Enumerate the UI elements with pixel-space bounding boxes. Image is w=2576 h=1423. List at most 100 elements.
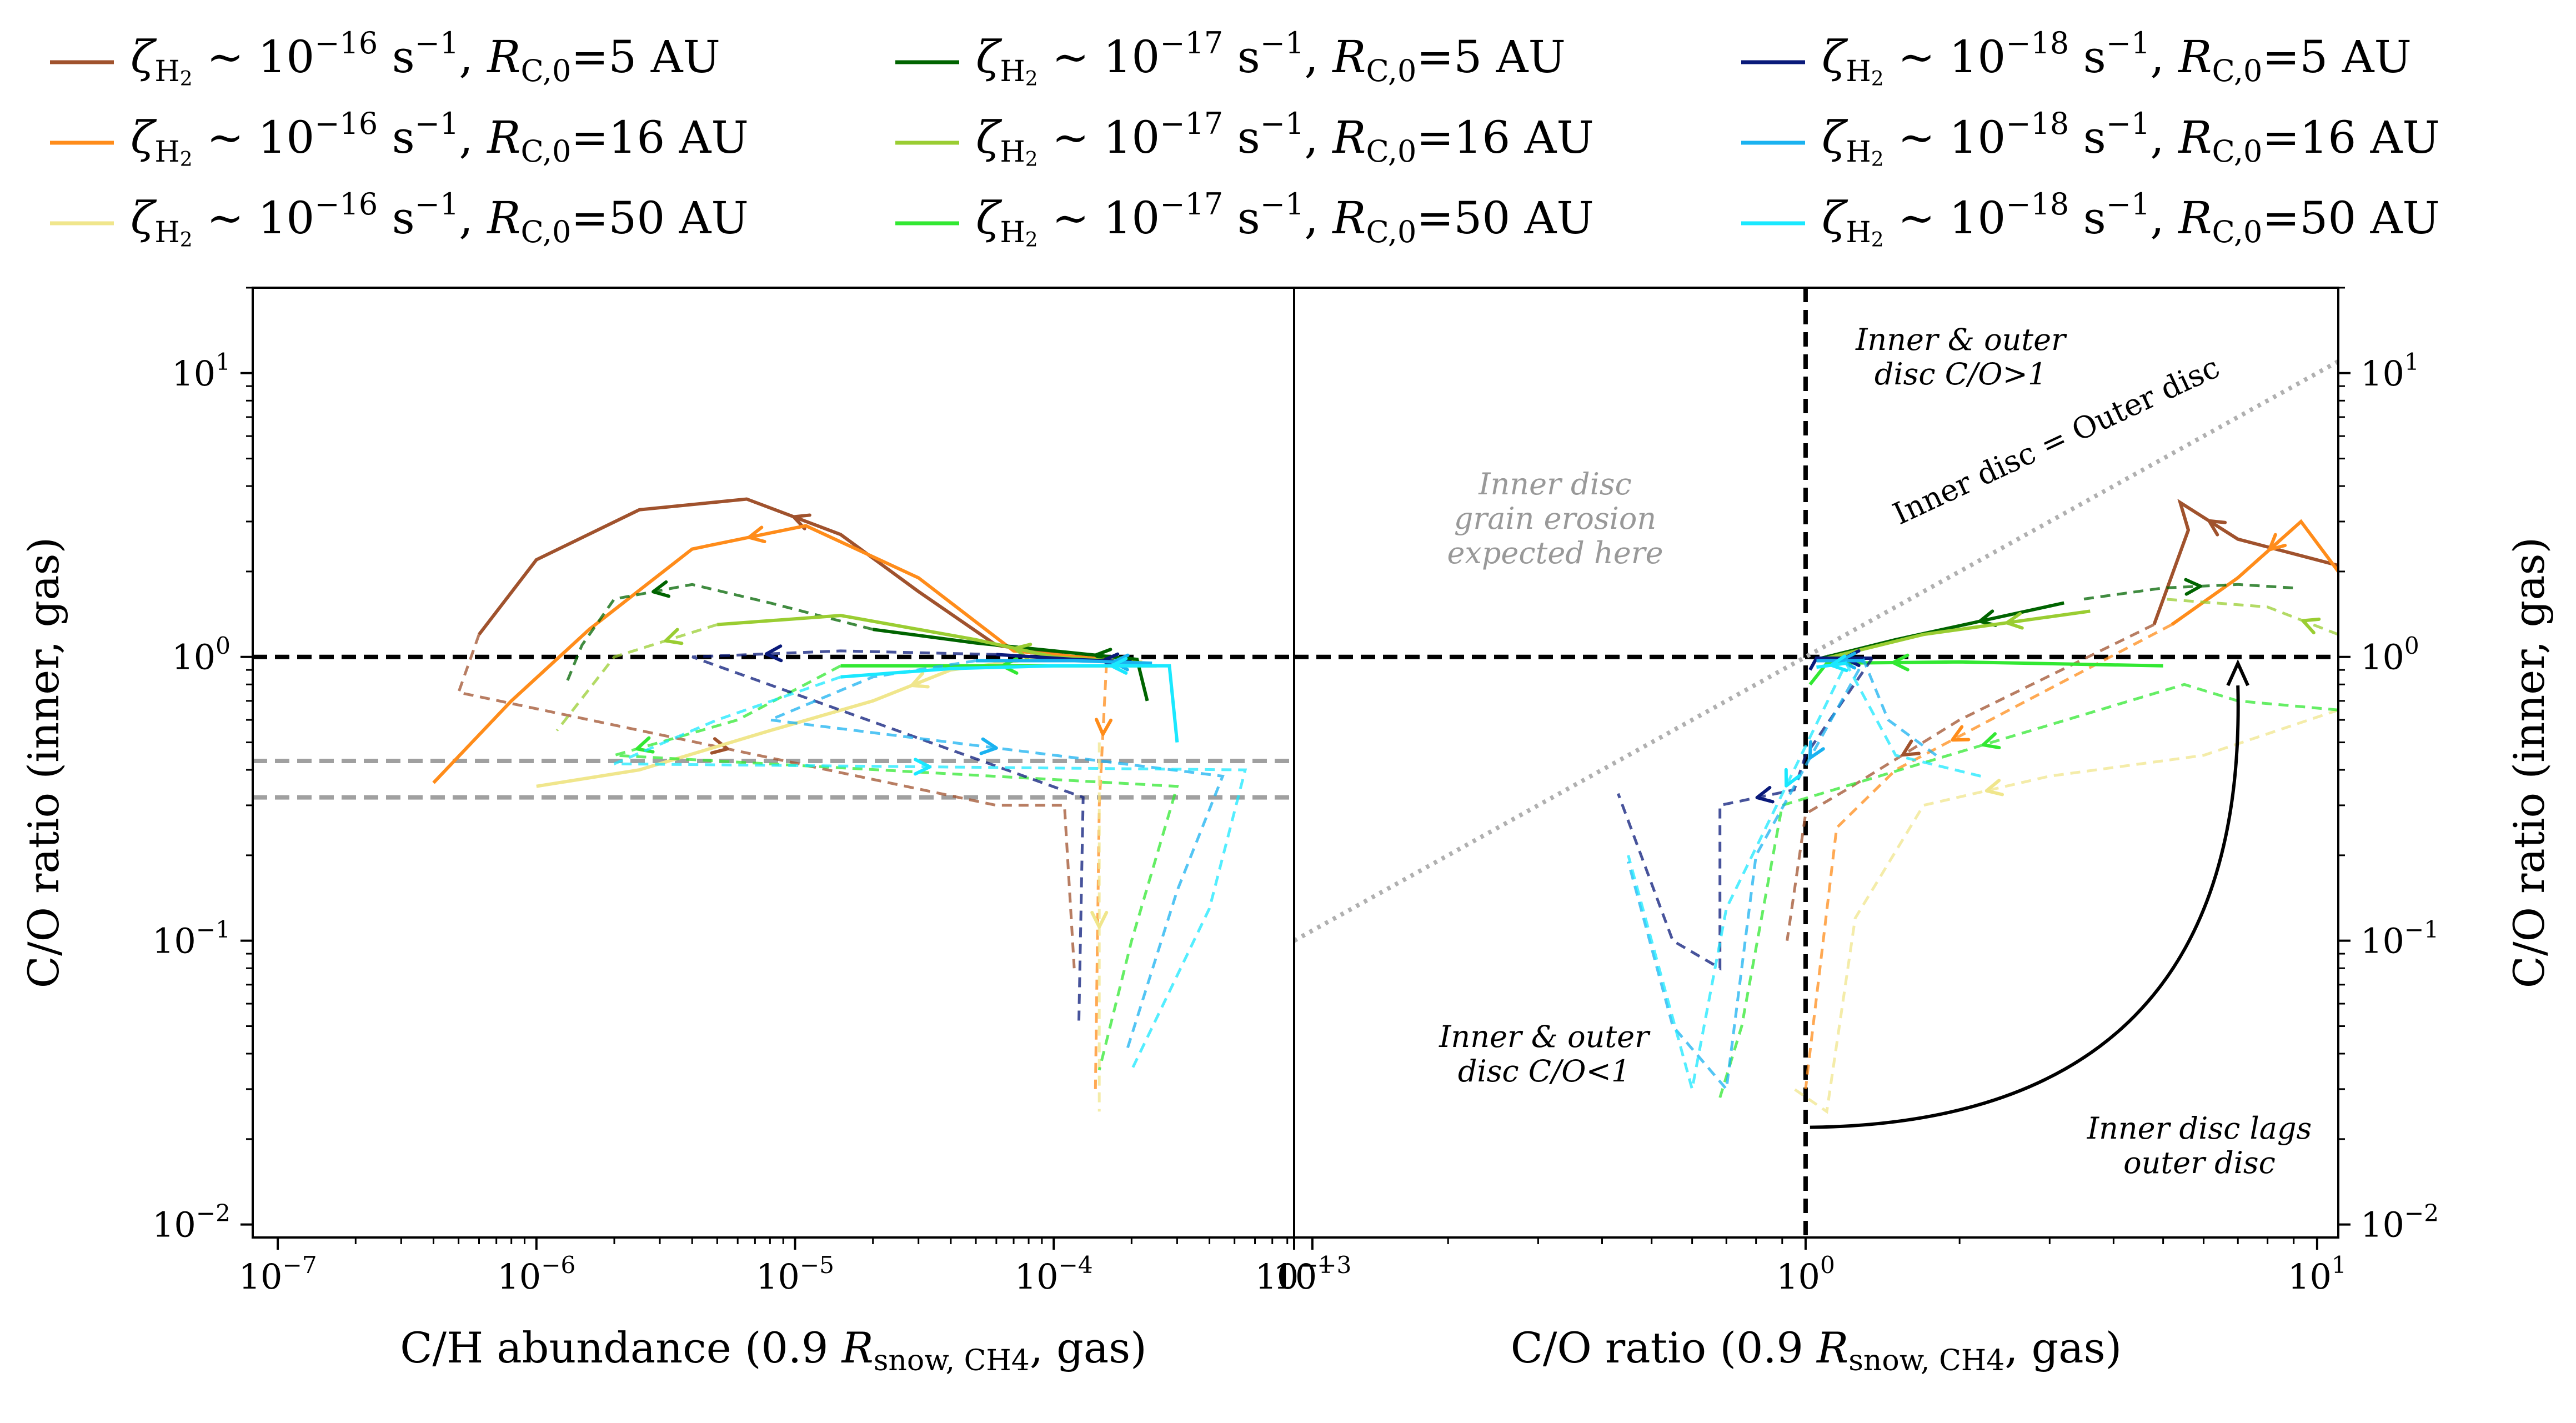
left-y-tick-label-3-exp: 1 (215, 348, 230, 375)
right-annotation-3-line-0: Inner disc lags (2087, 1111, 2312, 1146)
legend-zeta-sub2: 2 (1871, 148, 1884, 171)
right-y-tick-label-1-exp: −1 (2404, 916, 2439, 943)
legend-sep: , (1304, 31, 1332, 83)
legend-sep: , (459, 31, 487, 83)
right-ref-line-2 (1294, 359, 2338, 943)
left-series-z18_R50-solid (840, 664, 1179, 743)
legend-r-sub: C,0 (2212, 214, 2262, 249)
legend-unit: s (378, 31, 414, 83)
right-annotation-1-line-1: disc C/O<1 (1458, 1054, 1630, 1089)
legend-zeta-sub2: 2 (1871, 229, 1884, 252)
legend-zeta-sub: H (1000, 55, 1025, 88)
right-y-tick-label-2-exp: 0 (2404, 632, 2419, 659)
legend-rc: =16 AU (571, 112, 748, 163)
left-series-z16_R5-dashed (457, 634, 1076, 969)
right-x-tick-label-0: 10−1 (1255, 1251, 1333, 1297)
right-series-z16_R5-dashed (1786, 623, 2155, 941)
legend-rc: =5 AU (2262, 31, 2412, 83)
left-x-tick-label-0-base: 10 (239, 1256, 283, 1297)
right-series-z16_R50-dashed-arrow (1984, 779, 2004, 796)
left-x-tick-label-3-base: 10 (1015, 1256, 1059, 1297)
legend-zeta-value: ∼ 10 (1038, 31, 1160, 83)
legend-rc: =5 AU (1416, 31, 1566, 83)
legend-unit: s (378, 192, 414, 244)
legend-zeta-sub: H (1846, 136, 1871, 169)
legend-sep: , (1304, 192, 1332, 244)
legend-unit-exp: −1 (2106, 187, 2151, 222)
right-annotation-0-line-1: disc C/O>1 (1875, 357, 2047, 392)
right-y-tick-label-0-base: 10 (2361, 1205, 2404, 1245)
legend-r-sub: C,0 (2212, 134, 2262, 169)
legend-unit-exp: −1 (2106, 26, 2151, 61)
legend-zeta-sub: H (1846, 216, 1871, 249)
left-x-axis-label-pre: C/H abundance (0.9 (400, 1323, 841, 1372)
legend-zeta-sub2: 2 (1025, 68, 1038, 91)
legend-zeta-sub: H (1846, 55, 1871, 88)
left-series-z16_R5-solid-arrow (791, 513, 811, 530)
legend-sep: , (2150, 31, 2178, 83)
right-y-tick-label-2-base: 10 (2361, 637, 2404, 678)
left-series-z16_R16-dashed (1094, 663, 1108, 1089)
left-series-z18_R16-dashed (764, 659, 1225, 1054)
left-series-z17_R5-dashed (564, 583, 874, 685)
left-x-axis-label-post: , gas) (1030, 1323, 1147, 1372)
right-axes-frame (1293, 287, 2339, 1239)
right-x-axis-label-sub: snow, CH4 (1848, 1344, 2004, 1377)
legend-unit-exp: −1 (415, 187, 459, 222)
legend-sep: , (459, 192, 487, 244)
right-series-z17_R50-dashed-arrow (1981, 732, 2001, 750)
left-x-tick-label-1-base: 10 (497, 1256, 541, 1297)
legend-zeta-sub: H (1000, 216, 1025, 249)
right-series-z16_R16-solid (2171, 519, 2338, 626)
legend-zeta: ζ (131, 112, 157, 163)
right-series-z16_R16-dashed-arrow (1951, 725, 1971, 742)
legend-zeta-exp: −17 (1160, 106, 1223, 141)
legend-zeta-sub2: 2 (180, 229, 193, 252)
left-y-tick-label-1: 10−1 (152, 916, 230, 961)
legend-label-z16_R5: ζH2 ∼ 10−16 s−1, RC,0=5 AU (131, 26, 720, 91)
legend-zeta-value: ∼ 10 (193, 112, 315, 163)
legend-label-z17_R50: ζH2 ∼ 10−17 s−1, RC,0=50 AU (976, 187, 1594, 252)
right-series-z18_R5-solid (1808, 657, 1872, 671)
legend-label-z18_R50: ζH2 ∼ 10−18 s−1, RC,0=50 AU (1822, 187, 2440, 252)
legend-r-sub: C,0 (520, 134, 571, 169)
legend-zeta-value: ∼ 10 (1884, 192, 2006, 244)
right-series-z17_R16-dashed-arrow (2301, 617, 2321, 635)
legend-zeta-sub: H (154, 55, 179, 88)
left-y-tick-label-2-exp: 0 (215, 632, 230, 659)
legend-unit: s (2069, 31, 2106, 83)
right-series-z17_R50-solid-arrow (1891, 653, 1910, 672)
legend-unit: s (1223, 112, 1260, 163)
legend-r-sub: C,0 (520, 214, 571, 249)
legend-r: R (2177, 31, 2212, 83)
legend-zeta-value: ∼ 10 (193, 31, 315, 83)
legend-unit: s (378, 112, 414, 163)
left-series-z18_R50-solid-arrow (1110, 657, 1128, 675)
legend-label-z17_R5: ζH2 ∼ 10−17 s−1, RC,0=5 AU (976, 26, 1566, 91)
legend-zeta-sub2: 2 (180, 68, 193, 91)
legend-r: R (1331, 112, 1366, 163)
left-y-tick-label-3: 101 (172, 348, 230, 394)
legend-rc: =16 AU (1416, 112, 1593, 163)
legend-label-z17_R16: ζH2 ∼ 10−17 s−1, RC,0=16 AU (976, 106, 1594, 171)
lag-arrow-head (2226, 659, 2249, 687)
left-y-axis-label: C/O ratio (inner, gas) (19, 537, 68, 988)
legend-unit-exp: −1 (1260, 106, 1305, 141)
right-series-z16_R50-dashed (1793, 708, 2338, 1114)
legend-unit-exp: −1 (415, 26, 459, 61)
legend-r: R (486, 31, 520, 83)
legend-unit-exp: −1 (1260, 26, 1305, 61)
left-y-tick-label-1-base: 10 (152, 921, 196, 961)
right-series-z18_R50-solid-arrow (1830, 654, 1848, 673)
legend-r: R (486, 112, 520, 163)
right-annotation-1-line-0: Inner & outer (1439, 1019, 1651, 1054)
right-series-z16_R16-solid-arrow (2268, 533, 2287, 552)
left-x-tick-label-1: 10−6 (497, 1251, 575, 1297)
right-series-z17_R5-dashed-arrow (2184, 578, 2202, 596)
left-series-z18_R16-solid (976, 659, 1152, 665)
legend-unit: s (1223, 31, 1260, 83)
legend-sep: , (459, 112, 487, 163)
legend-sep: , (2150, 112, 2178, 163)
left-series-z18_R50-dashed (614, 675, 1247, 1071)
